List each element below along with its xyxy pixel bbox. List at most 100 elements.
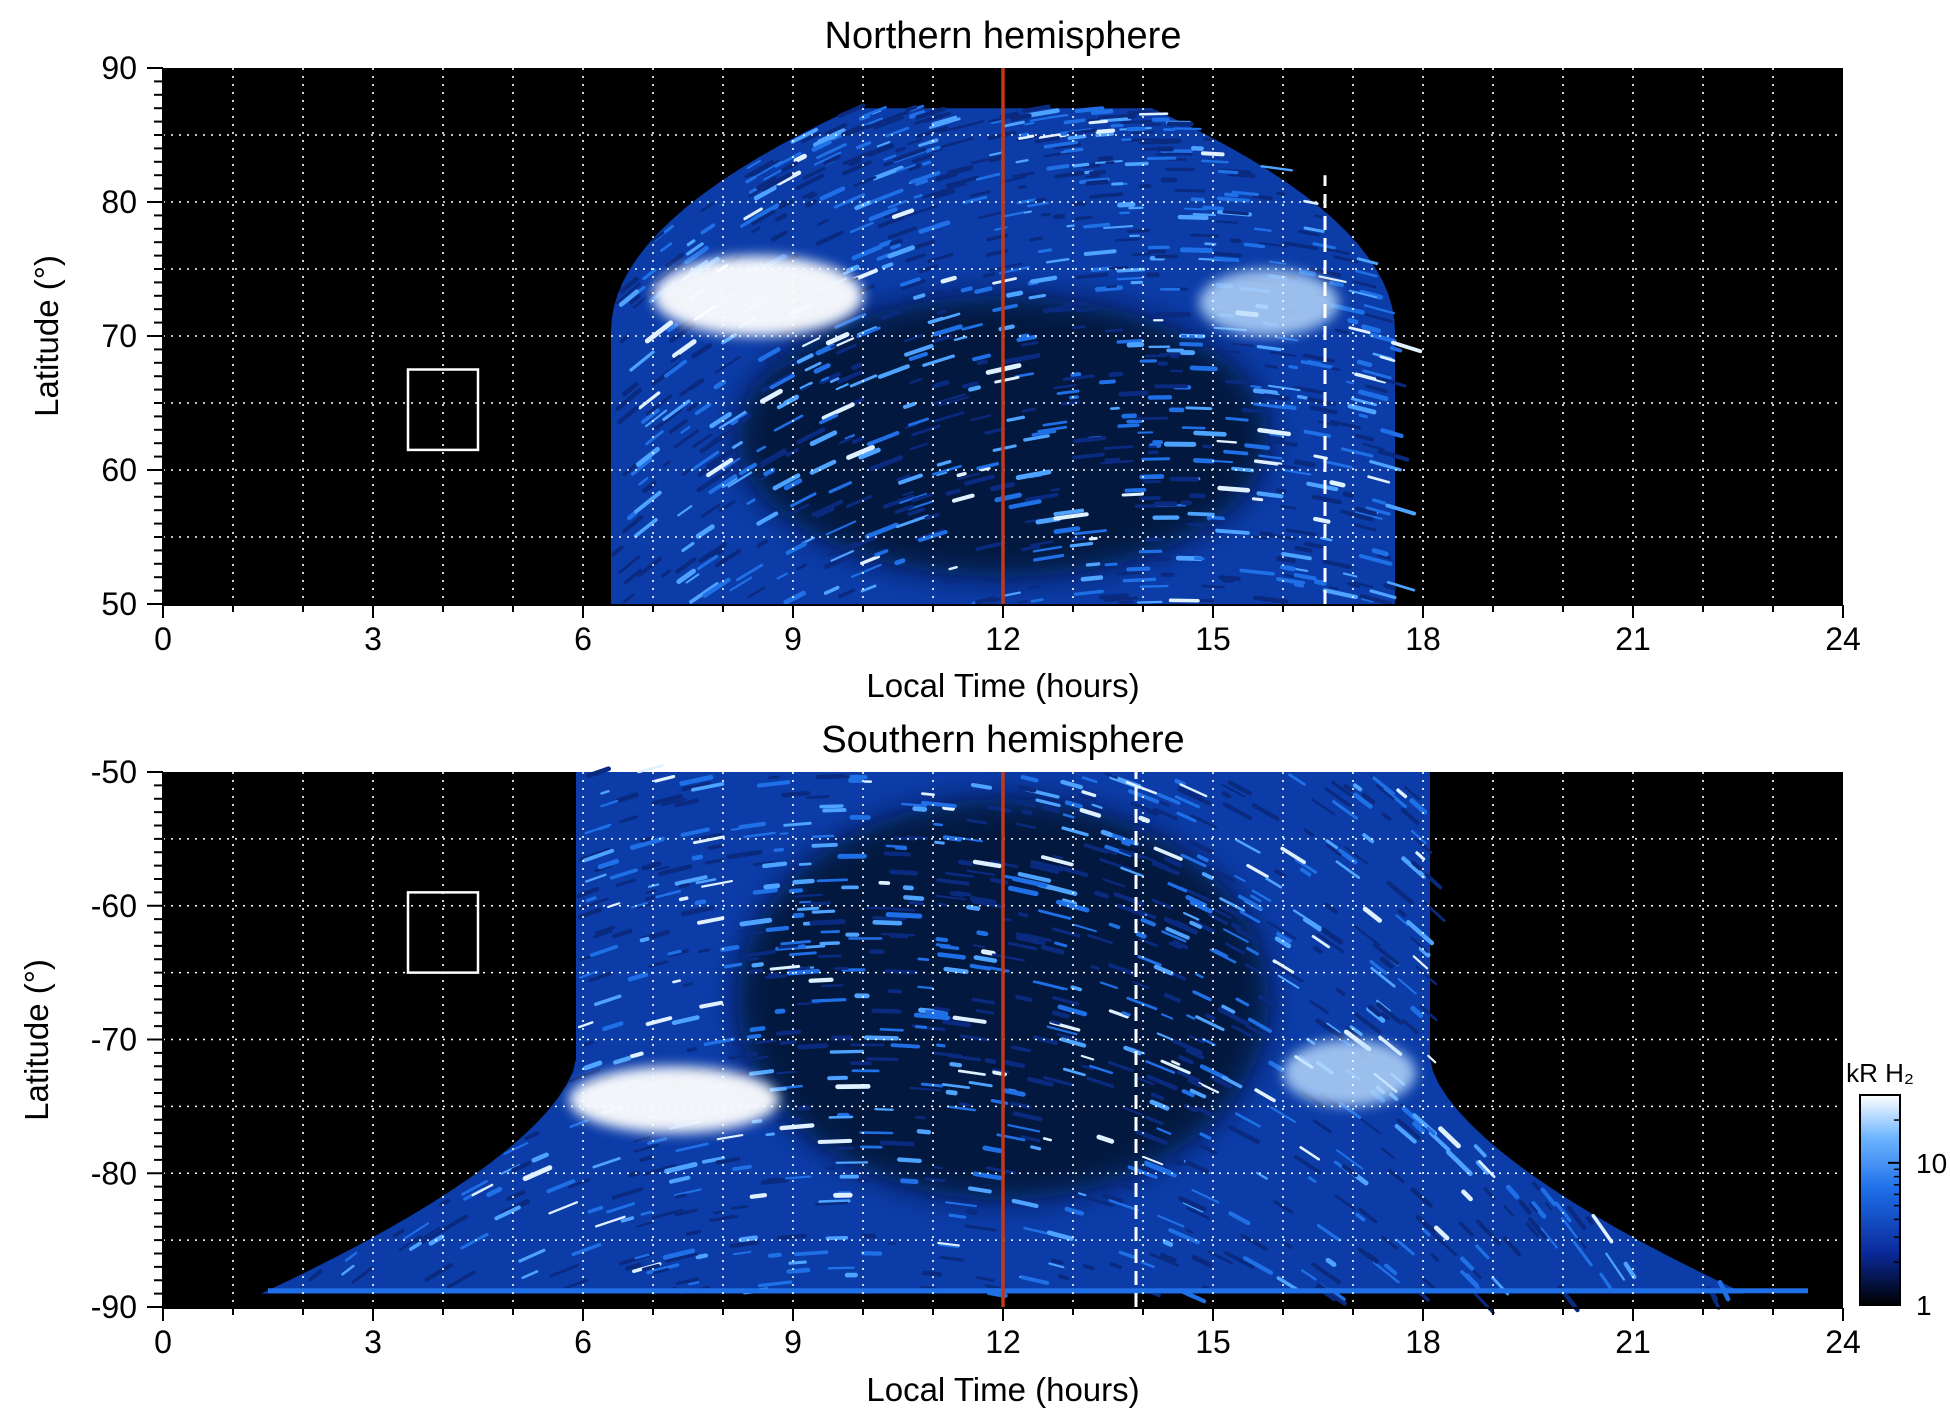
emission-streak: [1088, 119, 1108, 125]
emission-streak: [644, 409, 668, 428]
emission-streak: [936, 220, 950, 226]
emission-streak: [748, 181, 774, 198]
emission-streak: [1113, 114, 1137, 120]
emission-streak: [726, 849, 763, 860]
emission-streak: [931, 189, 956, 200]
x-tick-label: 9: [784, 1324, 802, 1360]
emission-streak: [937, 902, 947, 907]
emission-streak: [788, 1260, 807, 1265]
emission-streak: [1066, 224, 1075, 228]
emission-streak: [1180, 853, 1207, 868]
emission-streak: [571, 1242, 602, 1257]
emission-streak: [1012, 171, 1035, 179]
emission-streak: [424, 1263, 453, 1282]
emission-streak: [1250, 384, 1262, 389]
emission-streak: [1053, 383, 1077, 390]
emission-streak: [817, 1138, 853, 1144]
emission-streak: [1472, 1269, 1482, 1279]
emission-streak: [1200, 584, 1226, 589]
emission-streak: [1120, 119, 1154, 125]
emission-streak: [632, 296, 647, 309]
emission-streak: [820, 930, 840, 934]
emission-streak: [822, 808, 847, 813]
emission-streak: [1216, 439, 1238, 444]
overlays-south: [406, 772, 1138, 1307]
emission-streak: [1247, 1017, 1272, 1033]
emission-streak: [1162, 1239, 1174, 1247]
emission-streak: [1140, 917, 1156, 927]
emission-streak: [630, 902, 648, 909]
colorbar-tick-label: 10: [1916, 1148, 1947, 1179]
emission-streak: [829, 377, 840, 384]
emission-streak: [821, 376, 830, 382]
emission-streak: [1011, 1198, 1039, 1209]
emission-streak: [616, 792, 639, 803]
emission-streak: [653, 1267, 670, 1275]
emission-streak: [1231, 466, 1255, 473]
emission-streak: [595, 925, 616, 935]
emission-streak: [850, 535, 878, 549]
emission-streak: [521, 1270, 539, 1280]
emission-streak: [1218, 575, 1241, 582]
emission-streak: [1354, 372, 1387, 384]
emission-streak: [1177, 214, 1209, 221]
emission-streak: [880, 310, 901, 320]
emission-streak: [957, 1069, 986, 1076]
emission-streak: [911, 492, 933, 503]
emission-streak: [751, 209, 776, 226]
emission-streak: [871, 1008, 902, 1014]
emission-streak: [615, 282, 641, 305]
emission-streak: [1015, 994, 1033, 1002]
emission-streak: [796, 906, 820, 911]
emission-streak: [1371, 498, 1387, 505]
emission-streak: [1144, 1161, 1177, 1178]
emission-streak: [1274, 936, 1292, 949]
emission-streak: [1028, 293, 1047, 300]
emission-streak: [1078, 794, 1097, 802]
emission-streak: [1276, 1276, 1300, 1292]
emission-streak: [1046, 163, 1070, 171]
emission-streak: [869, 455, 904, 472]
x-tick-label: 18: [1405, 1324, 1441, 1360]
emission-streak: [932, 1051, 963, 1058]
emission-streak: [623, 568, 642, 585]
emission-streak: [738, 462, 758, 476]
emission-streak: [942, 1019, 972, 1028]
emission-streak: [876, 253, 890, 261]
x-tick-label: 3: [364, 621, 382, 657]
emission-streak: [1079, 808, 1102, 818]
emission-streak: [629, 1051, 644, 1059]
emission-streak: [1090, 108, 1114, 116]
emission-streak: [911, 424, 941, 437]
emission-streak: [677, 505, 693, 517]
emission-streak: [1352, 783, 1363, 792]
emission-streak: [1525, 1222, 1539, 1238]
emission-streak: [1057, 1274, 1070, 1281]
emission-streak: [738, 413, 752, 424]
emission-streak: [1380, 428, 1404, 439]
emission-streak: [933, 1166, 943, 1170]
emission-streak: [1113, 305, 1126, 310]
emission-streak: [1059, 1037, 1087, 1048]
emission-streak: [964, 1224, 997, 1232]
emission-streak: [681, 781, 711, 792]
emission-streak: [924, 111, 951, 123]
emission-streak: [656, 262, 683, 283]
emission-streak: [1051, 927, 1081, 938]
emission-streak: [1345, 511, 1374, 522]
emission-streak: [1187, 1078, 1202, 1088]
emission-streak: [1199, 530, 1217, 536]
emission-streak: [700, 202, 715, 213]
emission-streak: [685, 1229, 702, 1236]
emission-streak: [1043, 305, 1066, 314]
emission-streak: [1189, 900, 1213, 914]
emission-streak: [1296, 394, 1308, 400]
emission-streak: [1178, 786, 1204, 800]
emission-streak: [1153, 964, 1174, 976]
emission-streak: [1145, 808, 1160, 817]
emission-streak: [690, 450, 720, 472]
emission-streak: [1000, 175, 1026, 183]
emission-streak: [811, 834, 835, 839]
emission-streak: [931, 115, 958, 126]
emission-streak: [1369, 459, 1402, 472]
